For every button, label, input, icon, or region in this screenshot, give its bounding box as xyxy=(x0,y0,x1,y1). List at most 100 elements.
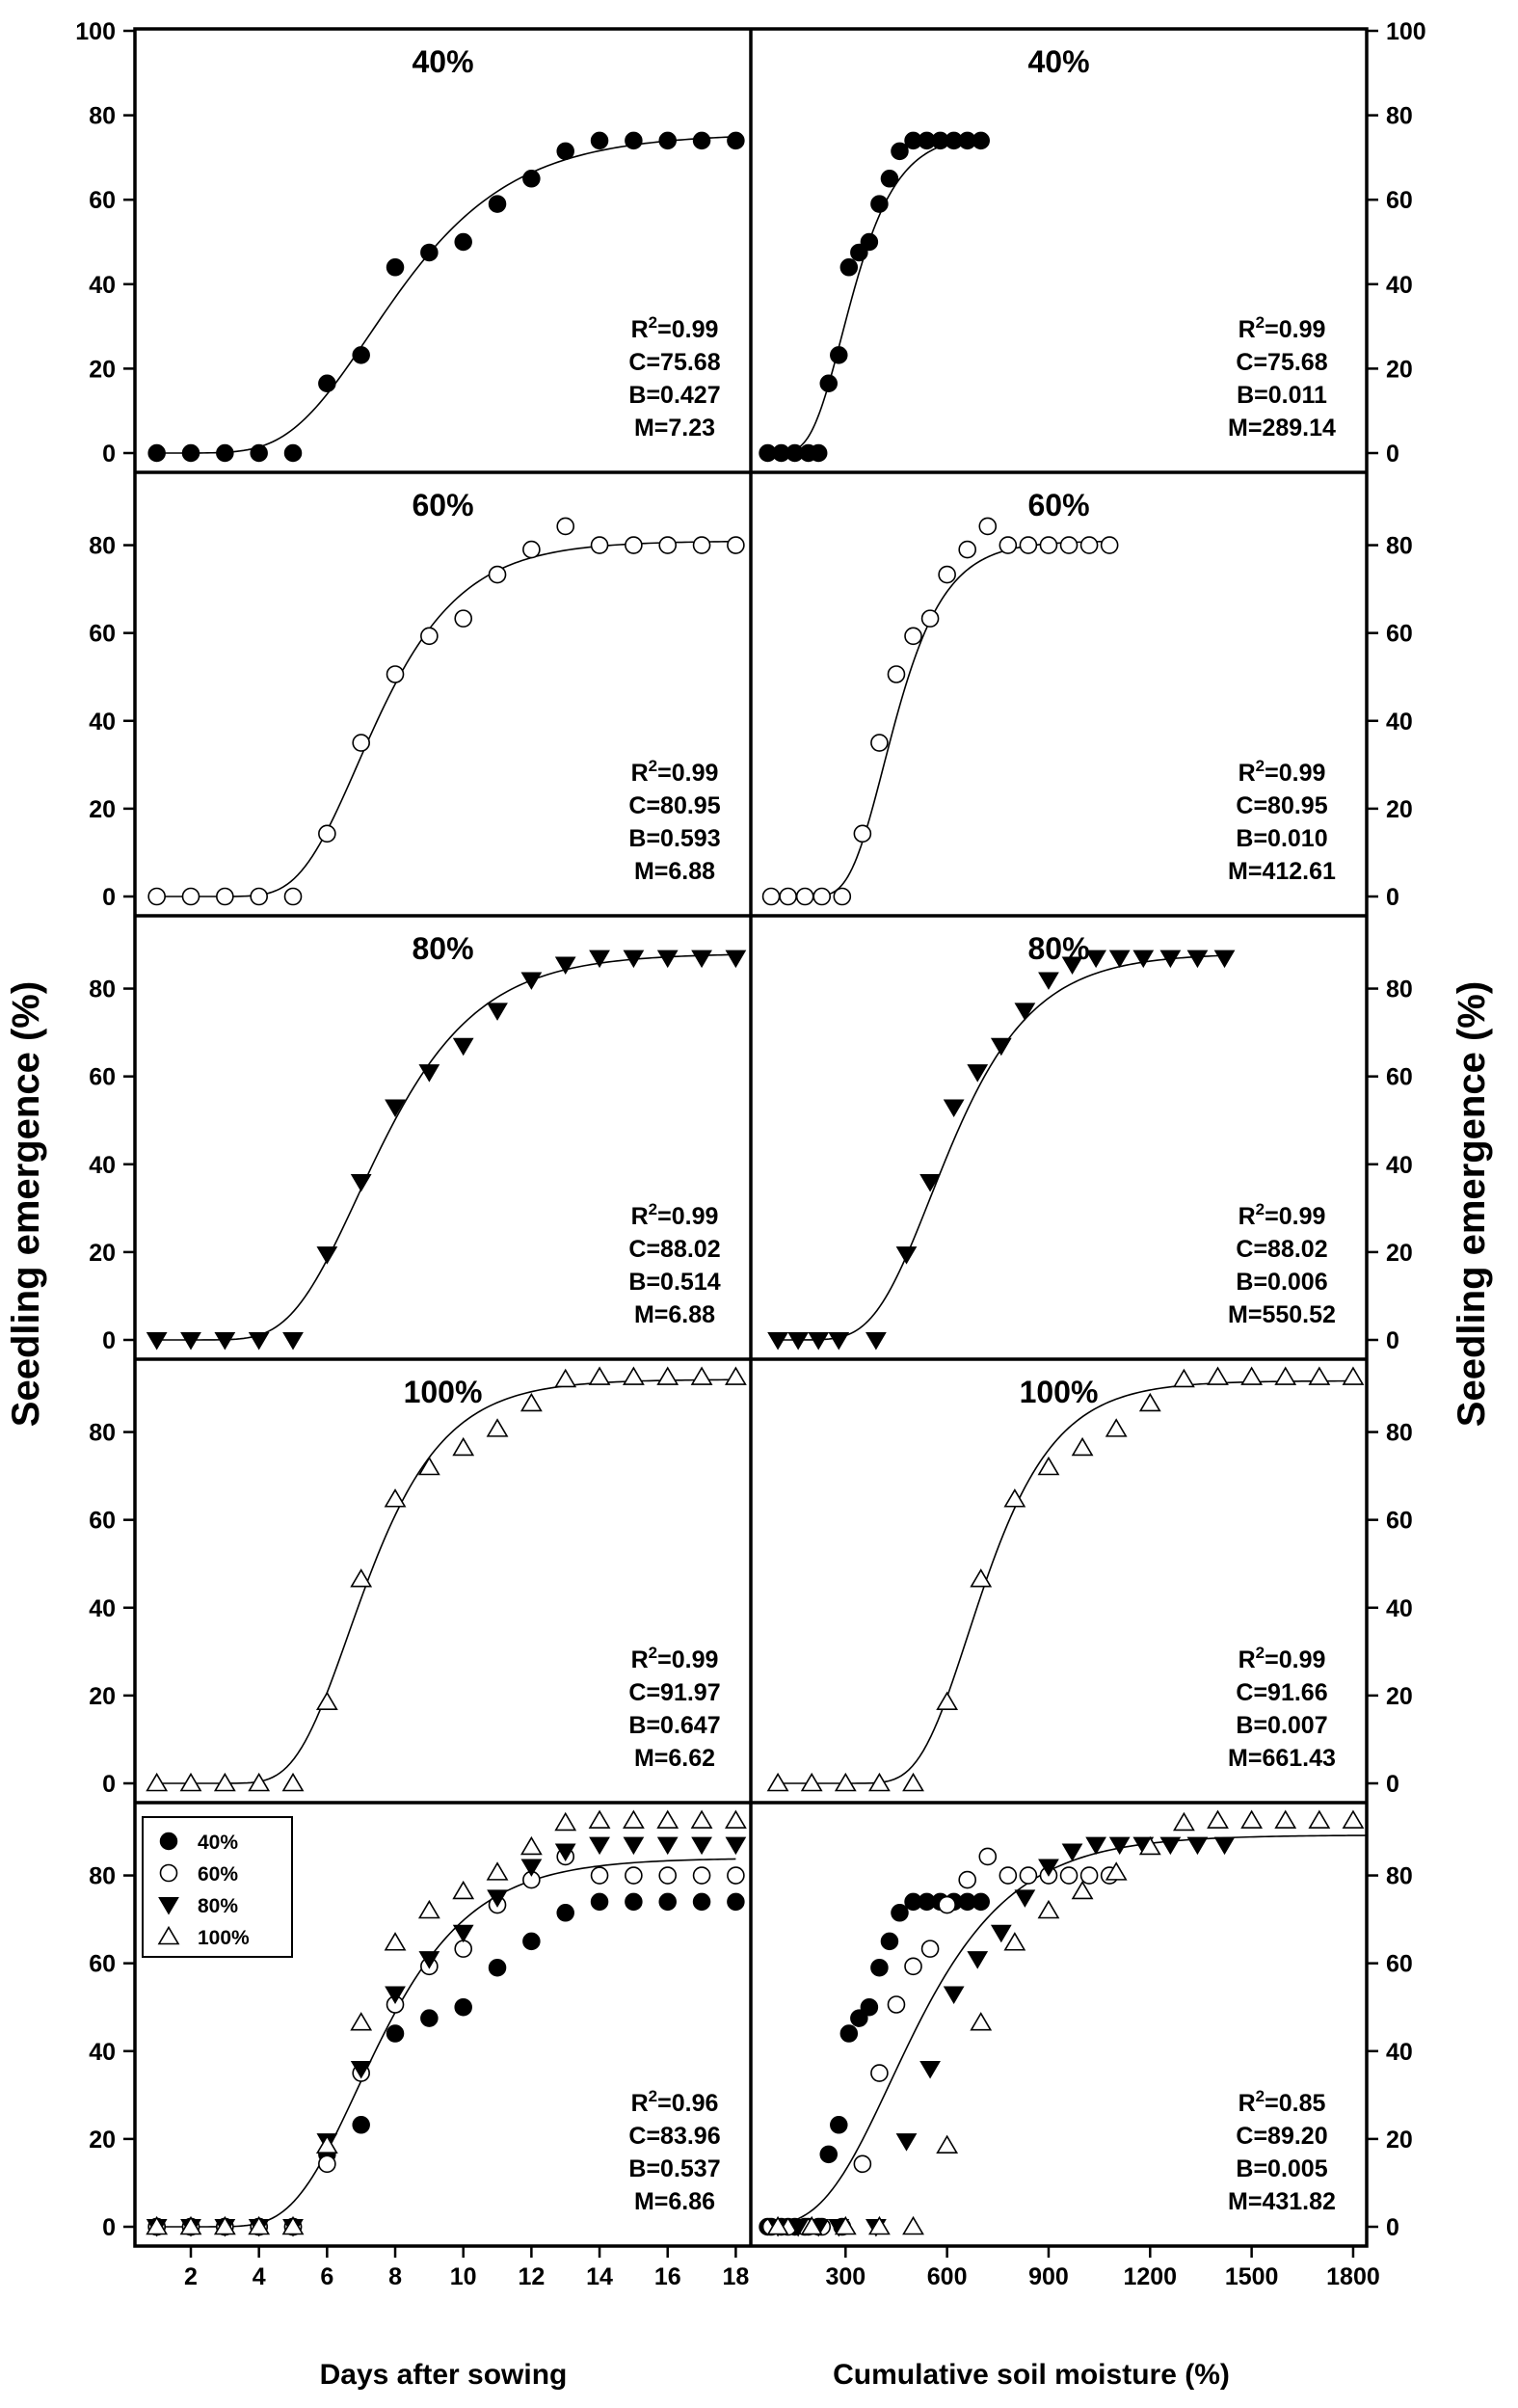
data-point-100 xyxy=(1105,1861,1128,1881)
data-point-80 xyxy=(895,2133,918,2152)
data-point-40 xyxy=(727,1892,745,1912)
figure-frame xyxy=(133,27,1369,2248)
y-tick-label-right: 60 xyxy=(1386,1951,1413,1978)
data-point-60 xyxy=(958,1870,977,1889)
y-tick-label-right: 40 xyxy=(1386,709,1413,736)
y-tick-label-right: 60 xyxy=(1386,1064,1413,1091)
fit-stat: C=88.02 xyxy=(628,1236,720,1263)
data-point-100 xyxy=(315,1691,338,1711)
data-point-60 xyxy=(216,887,234,906)
data-point-40 xyxy=(692,131,711,150)
y-axis-title-left: Seedling emergence (%) xyxy=(5,981,47,1427)
data-point-100 xyxy=(179,1772,202,1792)
data-point-100 xyxy=(622,1809,645,1829)
panel-title: 40% xyxy=(1027,44,1089,79)
data-point-80 xyxy=(828,1332,850,1351)
x-tick-label-right: 300 xyxy=(825,2263,866,2290)
data-point-100 xyxy=(384,1488,407,1508)
fit-stat: M=6.86 xyxy=(634,2188,715,2215)
y-tick-label-right: 20 xyxy=(1386,1240,1413,1267)
data-point-80 xyxy=(623,950,645,969)
data-point-100 xyxy=(213,1772,236,1792)
data-point-100 xyxy=(1342,1366,1365,1385)
panel-2-right: 60% R2=0.99 C=80.95 B=0.010 M=412.61 xyxy=(761,488,1336,906)
fit-stat: R2=0.99 xyxy=(631,313,719,343)
data-point-100 xyxy=(766,2215,789,2235)
fit-stat: R2=0.99 xyxy=(631,1200,719,1230)
data-point-100 xyxy=(1105,1418,1128,1437)
y-tick-label-left: 80 xyxy=(89,1420,116,1447)
data-point-60 xyxy=(853,824,872,843)
data-point-100 xyxy=(936,2134,959,2154)
data-point-100 xyxy=(1071,1880,1094,1900)
data-point-80 xyxy=(919,1174,941,1192)
data-point-40 xyxy=(318,374,336,392)
data-point-100 xyxy=(970,1568,993,1588)
panel-title: 60% xyxy=(412,488,473,522)
panel-row-2: 0 0 20 20 40 40 60 60 80 80 60% R2=0.99 C=80.95 B=0.5… xyxy=(89,488,1413,911)
data-point-60 xyxy=(318,824,336,843)
data-point-80 xyxy=(866,1332,887,1351)
y-tick-label-left: 60 xyxy=(89,621,116,648)
axes-labels: 2 4 6 8 10 12 14 16 18 300 600 900 1200 1500 1800 xyxy=(184,2246,1380,2290)
panel-row-4: 0 0 20 20 40 40 60 60 80 80 100% R2=0.99 C=91.97 B=0.… xyxy=(89,1366,1413,1798)
y-tick-label-left: 40 xyxy=(89,1152,116,1179)
data-point-100 xyxy=(1274,1809,1297,1829)
x-tick-label-left: 10 xyxy=(450,2263,477,2290)
x-axis-title-right: Cumulative soil moisture (%) xyxy=(833,2359,1230,2391)
data-point-80 xyxy=(554,956,576,975)
data-point-80 xyxy=(1186,950,1209,969)
data-point-40 xyxy=(658,1892,677,1912)
data-point-40 xyxy=(386,2024,405,2043)
data-point-100 xyxy=(1138,1835,1161,1856)
data-point-100 xyxy=(1003,1932,1026,1951)
data-point-80 xyxy=(452,1924,474,1943)
data-point-100 xyxy=(179,2215,202,2235)
fit-stat: B=0.006 xyxy=(1236,1269,1327,1296)
fit-stat: B=0.514 xyxy=(628,1269,720,1296)
data-point-100 xyxy=(146,2215,169,2235)
y-tick-label-right: 60 xyxy=(1386,621,1413,648)
data-point-80 xyxy=(967,1951,989,1969)
data-point-80 xyxy=(1014,1003,1036,1021)
data-point-60 xyxy=(522,540,541,559)
panel-row-1: 0 0 20 20 40 40 60 60 80 80 100 100 40% R2=0.99 C=75.6… xyxy=(75,18,1425,468)
data-point-60 xyxy=(352,734,370,752)
data-point-100 xyxy=(146,1772,169,1792)
panel-row-5: 0 0 20 20 40 40 60 60 80 80 R2=0.96 C=83.96 B=0.537 M… xyxy=(89,1809,1413,2241)
data-point-100 xyxy=(656,1366,679,1385)
data-point-80 xyxy=(214,1332,236,1351)
data-point-100 xyxy=(936,1691,959,1711)
data-point-80 xyxy=(990,1924,1012,1943)
data-point-60 xyxy=(1059,1866,1079,1885)
data-point-100 xyxy=(554,1368,577,1388)
data-point-60 xyxy=(1059,536,1079,554)
data-point-100 xyxy=(868,1772,891,1792)
fit-curve xyxy=(778,954,1232,1341)
y-tick-label-right: 100 xyxy=(1386,18,1426,45)
data-point-100 xyxy=(1173,1368,1195,1388)
data-point-60 xyxy=(454,609,473,628)
data-point-60 xyxy=(658,536,678,554)
data-point-40 xyxy=(880,1932,899,1951)
data-point-80 xyxy=(808,1332,830,1351)
data-point-100 xyxy=(868,2215,891,2235)
fit-stat: R2=0.99 xyxy=(631,757,719,787)
y-tick-label-right: 20 xyxy=(1386,796,1413,823)
data-point-40 xyxy=(658,131,677,150)
data-point-100 xyxy=(690,1366,713,1385)
fit-curve xyxy=(767,135,988,454)
x-tick-label-left: 2 xyxy=(184,2263,198,2290)
data-point-80 xyxy=(656,950,679,969)
data-point-60 xyxy=(625,536,643,554)
data-point-40 xyxy=(590,1892,609,1912)
data-point-100 xyxy=(519,1392,543,1412)
data-point-100 xyxy=(486,1418,509,1437)
fit-stat: M=412.61 xyxy=(1228,858,1336,885)
data-point-100 xyxy=(1207,1809,1229,1829)
x-tick-label-left: 8 xyxy=(388,2263,402,2290)
data-point-60 xyxy=(904,627,922,646)
y-tick-label-right: 40 xyxy=(1386,272,1413,299)
fit-stat: C=80.95 xyxy=(628,792,720,819)
